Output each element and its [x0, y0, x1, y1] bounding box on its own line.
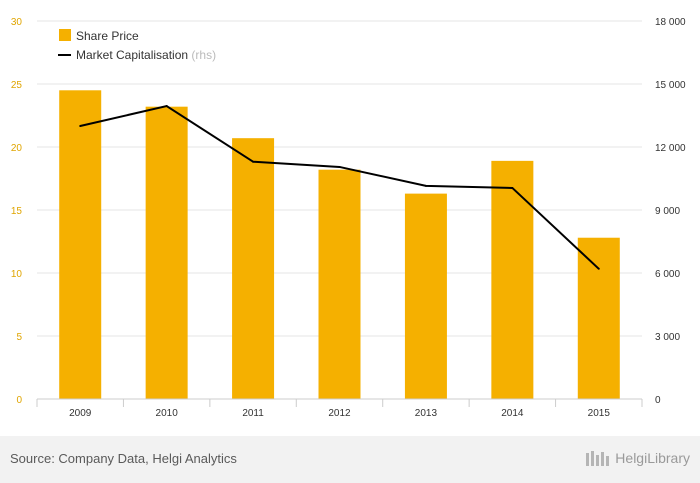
share-price-bar	[577, 237, 620, 399]
chart: 0 5 10 15 20 25 30 0 3 000 6 000 9 000 12 000 15 000…	[11, 17, 686, 419]
x-tick-label: 2013	[415, 408, 438, 419]
y-right-tick-label: 15 000	[655, 80, 686, 91]
market-cap-point	[511, 186, 514, 189]
market-cap-point	[79, 125, 82, 127]
brand-name: HelgiLibrary	[615, 450, 690, 466]
market-cap-point	[165, 105, 168, 108]
y-left-tick-label: 0	[16, 395, 22, 406]
market-cap-point	[424, 184, 427, 187]
y-right-tick-label: 12 000	[655, 143, 686, 154]
market-cap-point	[252, 160, 255, 163]
x-tick-label: 2011	[242, 408, 264, 419]
y-right-tick-label: 3 000	[655, 332, 680, 343]
y-right-tick-label: 6 000	[655, 269, 680, 280]
axes: 0 5 10 15 20 25 30 0 3 000 6 000 9 000 12 000 15 000…	[11, 17, 686, 419]
share-price-bar	[318, 169, 361, 399]
y-left-tick-label: 10	[11, 269, 23, 280]
y-right-tick-label: 18 000	[655, 17, 686, 28]
share-price-bar	[59, 90, 102, 400]
source-note: Source: Company Data, Helgi Analytics	[10, 451, 237, 466]
y-left-tick-label: 5	[16, 332, 22, 343]
share-price-bar	[404, 193, 447, 399]
legend-market-cap-label: Market Capitalisation (rhs)	[76, 48, 216, 62]
y-right-tick-label: 9 000	[655, 206, 680, 217]
share-price-bar	[491, 160, 534, 399]
x-tick-label: 2014	[501, 408, 524, 419]
share-price-bar	[232, 138, 275, 399]
share-price-bar	[145, 106, 188, 400]
x-tick-label: 2009	[69, 408, 92, 419]
x-tick-label: 2010	[156, 408, 179, 419]
legend-rhs-note: (rhs)	[191, 48, 216, 62]
x-tick-label: 2015	[588, 408, 611, 419]
market-cap-point	[338, 165, 341, 168]
helgi-library-logo: HelgiLibrary	[585, 449, 690, 467]
y-left-tick-label: 30	[11, 17, 23, 28]
legend-share-price-swatch	[59, 29, 71, 41]
market-cap-line	[79, 104, 600, 270]
y-left-tick-label: 15	[11, 206, 23, 217]
market-cap-point	[597, 267, 600, 270]
legend: Share Price Market Capitalisation (rhs)	[58, 29, 216, 62]
share-price-bars	[59, 90, 620, 400]
footer: Source: Company Data, Helgi Analytics He…	[0, 436, 700, 483]
y-right-tick-label: 0	[655, 395, 661, 406]
y-left-tick-label: 25	[11, 80, 23, 91]
legend-share-price-label: Share Price	[76, 29, 139, 43]
library-icon	[586, 451, 610, 466]
y-left-tick-label: 20	[11, 143, 23, 154]
x-tick-label: 2012	[328, 408, 351, 419]
